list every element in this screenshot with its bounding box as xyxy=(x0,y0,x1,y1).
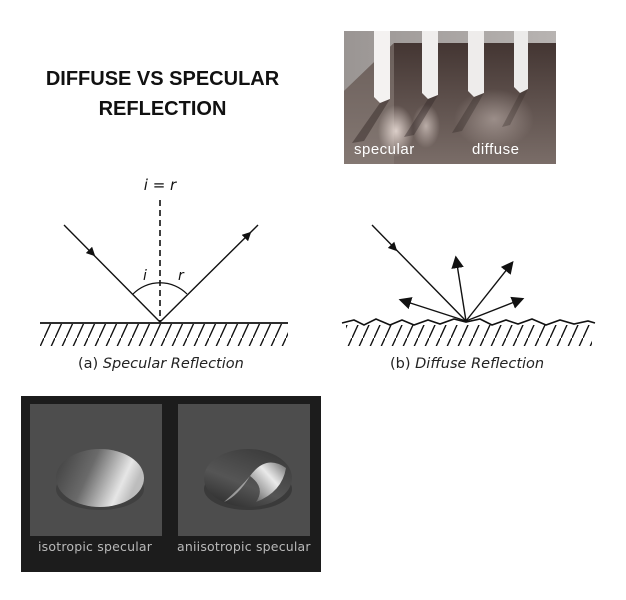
specular-diagram: i = r i r xyxy=(40,176,288,346)
angle-arc xyxy=(132,282,188,295)
photo-scene xyxy=(344,31,556,164)
incident-ray xyxy=(63,224,161,323)
isotropic-tile xyxy=(30,404,162,536)
diffuse-incident-ray xyxy=(371,224,467,322)
reflection-diagrams: i = r i r xyxy=(40,176,596,346)
diffuse-caption: (b) Diffuse Reflection xyxy=(390,356,544,372)
anisotropic-disc xyxy=(204,449,292,510)
angle-r-label: r xyxy=(178,268,185,284)
photo-label-diffuse: diffuse xyxy=(472,141,520,158)
angle-i-label: i xyxy=(143,268,147,284)
diffuse-surface xyxy=(341,318,596,326)
diffuse-ray-upper-right xyxy=(465,261,514,322)
title-line-1: DIFFUSE VS SPECULAR xyxy=(45,68,280,90)
specular-render-panel: isotropic specular aniisotropic specular xyxy=(21,396,321,572)
diffuse-caption-text: Diffuse Reflection xyxy=(415,356,545,372)
page-title: DIFFUSE VS SPECULAR REFLECTION xyxy=(30,64,295,124)
specular-diffuse-photo: specular diffuse xyxy=(344,31,556,164)
diffuse-diagram xyxy=(341,224,596,346)
diffuse-ray-left xyxy=(398,297,467,322)
title-line-2: REFLECTION xyxy=(98,98,227,120)
anisotropic-label: aniisotropic specular xyxy=(177,539,311,554)
specular-caption-text: Specular Reflection xyxy=(102,356,244,372)
diffuse-caption-prefix: (b) xyxy=(390,356,416,372)
specular-surface-hatch xyxy=(40,324,288,346)
diffuse-surface-hatch xyxy=(346,325,592,346)
photo-label-specular: specular xyxy=(354,141,415,158)
isotropic-disc xyxy=(56,449,144,510)
specular-caption-prefix: (a) xyxy=(78,356,103,372)
diffuse-ray-right xyxy=(465,296,525,322)
specular-caption: (a) Specular Reflection xyxy=(78,356,244,372)
diffuse-ray-up xyxy=(451,255,467,322)
anisotropic-tile xyxy=(178,404,310,536)
isotropic-label: isotropic specular xyxy=(38,539,153,554)
equation-label: i = r xyxy=(144,176,177,194)
reflected-ray xyxy=(159,224,259,323)
